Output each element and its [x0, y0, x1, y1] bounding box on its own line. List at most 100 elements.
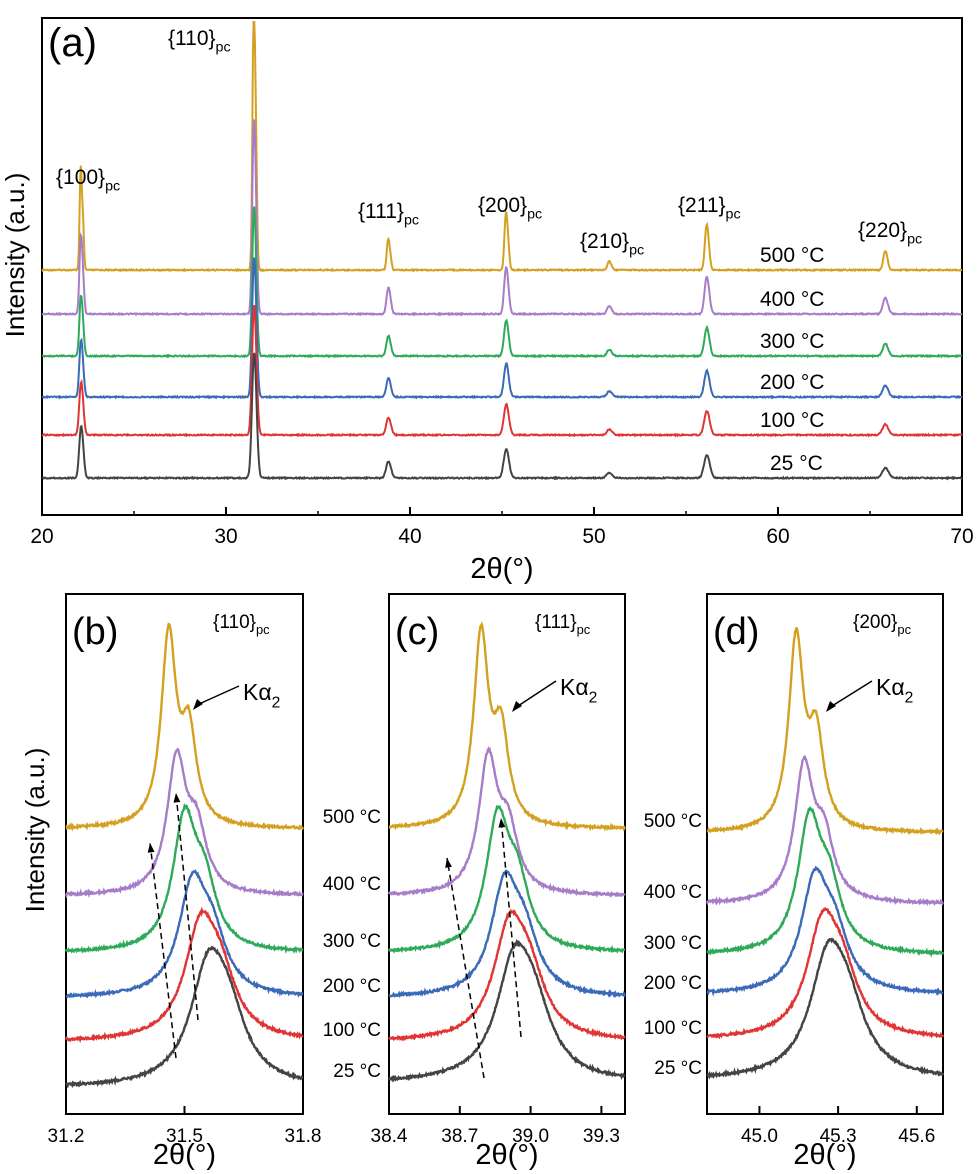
panel-d: 500 °C 400 °C 300 °C 200 °C 100 °C 25 °C 45.0 4…	[644, 593, 945, 1171]
x-tick-label: 30	[214, 525, 237, 548]
x-tick-label: 50	[582, 525, 605, 548]
series-label-300: 300 °C	[760, 330, 824, 353]
shift-guide-arrowhead	[173, 793, 181, 803]
peak-label-sub: pc	[216, 40, 231, 56]
reflection-label-main: {200}	[853, 612, 897, 633]
series-line-500	[388, 621, 627, 832]
series-label-25-main: 25 °C	[770, 452, 823, 475]
x-tick-label: 60	[766, 525, 789, 548]
x-tick-label: 38.7	[441, 1126, 478, 1147]
k-alpha2-label-main: Kα	[876, 674, 905, 700]
k-alpha2-arrow	[198, 685, 240, 705]
series-label-25: 25 °C	[333, 1061, 381, 1082]
series-label-200-main: 200 °C	[323, 976, 381, 997]
shift-guide-line	[175, 792, 199, 1021]
series-label-100: 100 °C	[760, 409, 824, 432]
series-line-200	[388, 869, 627, 999]
series-label-100-main: 100 °C	[760, 409, 824, 432]
series-label-300-main: 300 °C	[323, 931, 381, 952]
shift-guide-line	[446, 857, 485, 1079]
series-label-500-main: 500 °C	[644, 811, 702, 832]
arrow-head	[512, 701, 522, 712]
peak-label-sub: pc	[726, 207, 741, 223]
series-line-400	[387, 746, 626, 899]
series-line-200	[65, 869, 304, 999]
series-line-300	[64, 802, 304, 955]
peak-label: {100}pc	[56, 166, 120, 195]
shift-guide-arrowhead	[445, 858, 452, 868]
series-label-400: 400 °C	[760, 288, 824, 311]
series-line-25	[41, 352, 963, 481]
arrow-head	[826, 701, 836, 712]
k-alpha2-arrow	[831, 680, 873, 707]
series-label-400: 400 °C	[644, 882, 702, 903]
panel-a: 500 °C 400 °C 300 °C 200 °C 100 °C 25 °C {100}…	[0, 17, 974, 585]
y-axis-label: Intensity (a.u.)	[0, 173, 30, 338]
reflection-label: {200}pc	[853, 612, 912, 637]
k-alpha2-label-sub: 2	[589, 689, 598, 706]
plot-frame	[706, 593, 944, 1115]
peak-label-main: {200}	[478, 194, 527, 217]
panel-label: (d)	[713, 611, 759, 653]
shift-guide-line	[149, 842, 177, 1059]
x-tick-label: 45.6	[898, 1126, 935, 1147]
x-axis-label: 2θ(°)	[793, 1139, 856, 1171]
series-line-500	[706, 626, 944, 836]
k-alpha2-label-main: Kα	[243, 679, 272, 705]
arrow-head	[193, 699, 203, 710]
peak-label-main: {220}	[858, 219, 907, 242]
series-label-25: 25 °C	[654, 1058, 702, 1079]
x-tick-label: 45.3	[820, 1126, 857, 1147]
k-alpha2-label-sub: 2	[905, 689, 914, 706]
series-line-300	[41, 206, 963, 359]
series-label-400-main: 400 °C	[644, 882, 702, 903]
k-alpha2-label-main: Kα	[560, 674, 589, 700]
k-alpha2-label-sub: 2	[272, 694, 281, 711]
reflection-label: {110}pc	[213, 612, 270, 637]
x-tick-label: 39.0	[512, 1126, 549, 1147]
peak-label-main: {211}	[678, 194, 726, 217]
y-axis-label: Intensity (a.u.)	[20, 748, 50, 913]
series-label-400-main: 400 °C	[323, 874, 381, 895]
series-label-200: 200 °C	[644, 973, 702, 994]
series-label-300-main: 300 °C	[644, 933, 702, 954]
x-tick-label: 31.5	[166, 1126, 203, 1147]
x-tick-label: 31.2	[48, 1126, 85, 1147]
panel-c: 500 °C 400 °C 300 °C 200 °C 100 °C 25 °C 38.4 3…	[323, 593, 627, 1171]
series-line-100	[388, 908, 626, 1042]
series-label-200: 200 °C	[760, 371, 824, 394]
series-label-300-main: 300 °C	[760, 330, 824, 353]
x-tick-label: 38.4	[371, 1126, 408, 1147]
reflection-label-sub: pc	[256, 622, 270, 637]
x-axis-label: 2θ(°)	[475, 1139, 538, 1171]
series-line-25	[706, 937, 945, 1080]
series-line-100	[706, 907, 945, 1040]
series-label-25-main: 25 °C	[654, 1058, 702, 1079]
series-line-400	[705, 755, 944, 907]
x-tick-label: 39.3	[583, 1126, 620, 1147]
series-label-100: 100 °C	[644, 1018, 702, 1039]
series-label-400-main: 400 °C	[760, 288, 824, 311]
peak-label-main: {111}	[358, 200, 404, 223]
series-line-300	[706, 805, 945, 958]
series-line-400	[41, 119, 963, 317]
series-label-25: 25 °C	[770, 452, 823, 475]
plot-frame	[388, 593, 626, 1115]
series-line-25	[387, 938, 626, 1083]
panel-label: (b)	[72, 611, 118, 653]
peak-label: {110}pc	[168, 27, 231, 56]
x-axis-label: 2θ(°)	[470, 553, 533, 585]
series-label-200: 200 °C	[323, 976, 381, 997]
shift-guide-arrowhead	[147, 843, 155, 853]
series-line-200	[706, 865, 944, 997]
x-tick-label: 70	[950, 525, 973, 548]
peak-label-main: {110}	[168, 27, 216, 50]
series-label-300: 300 °C	[644, 933, 702, 954]
series-label-100: 100 °C	[323, 1020, 381, 1041]
reflection-label-sub: pc	[897, 622, 911, 637]
series-label-500: 500 °C	[760, 244, 824, 267]
peak-label: {210}pc	[580, 230, 644, 259]
series-label-400: 400 °C	[323, 874, 381, 895]
series-label-200-main: 200 °C	[644, 973, 702, 994]
k-alpha2-arrow	[517, 680, 557, 707]
